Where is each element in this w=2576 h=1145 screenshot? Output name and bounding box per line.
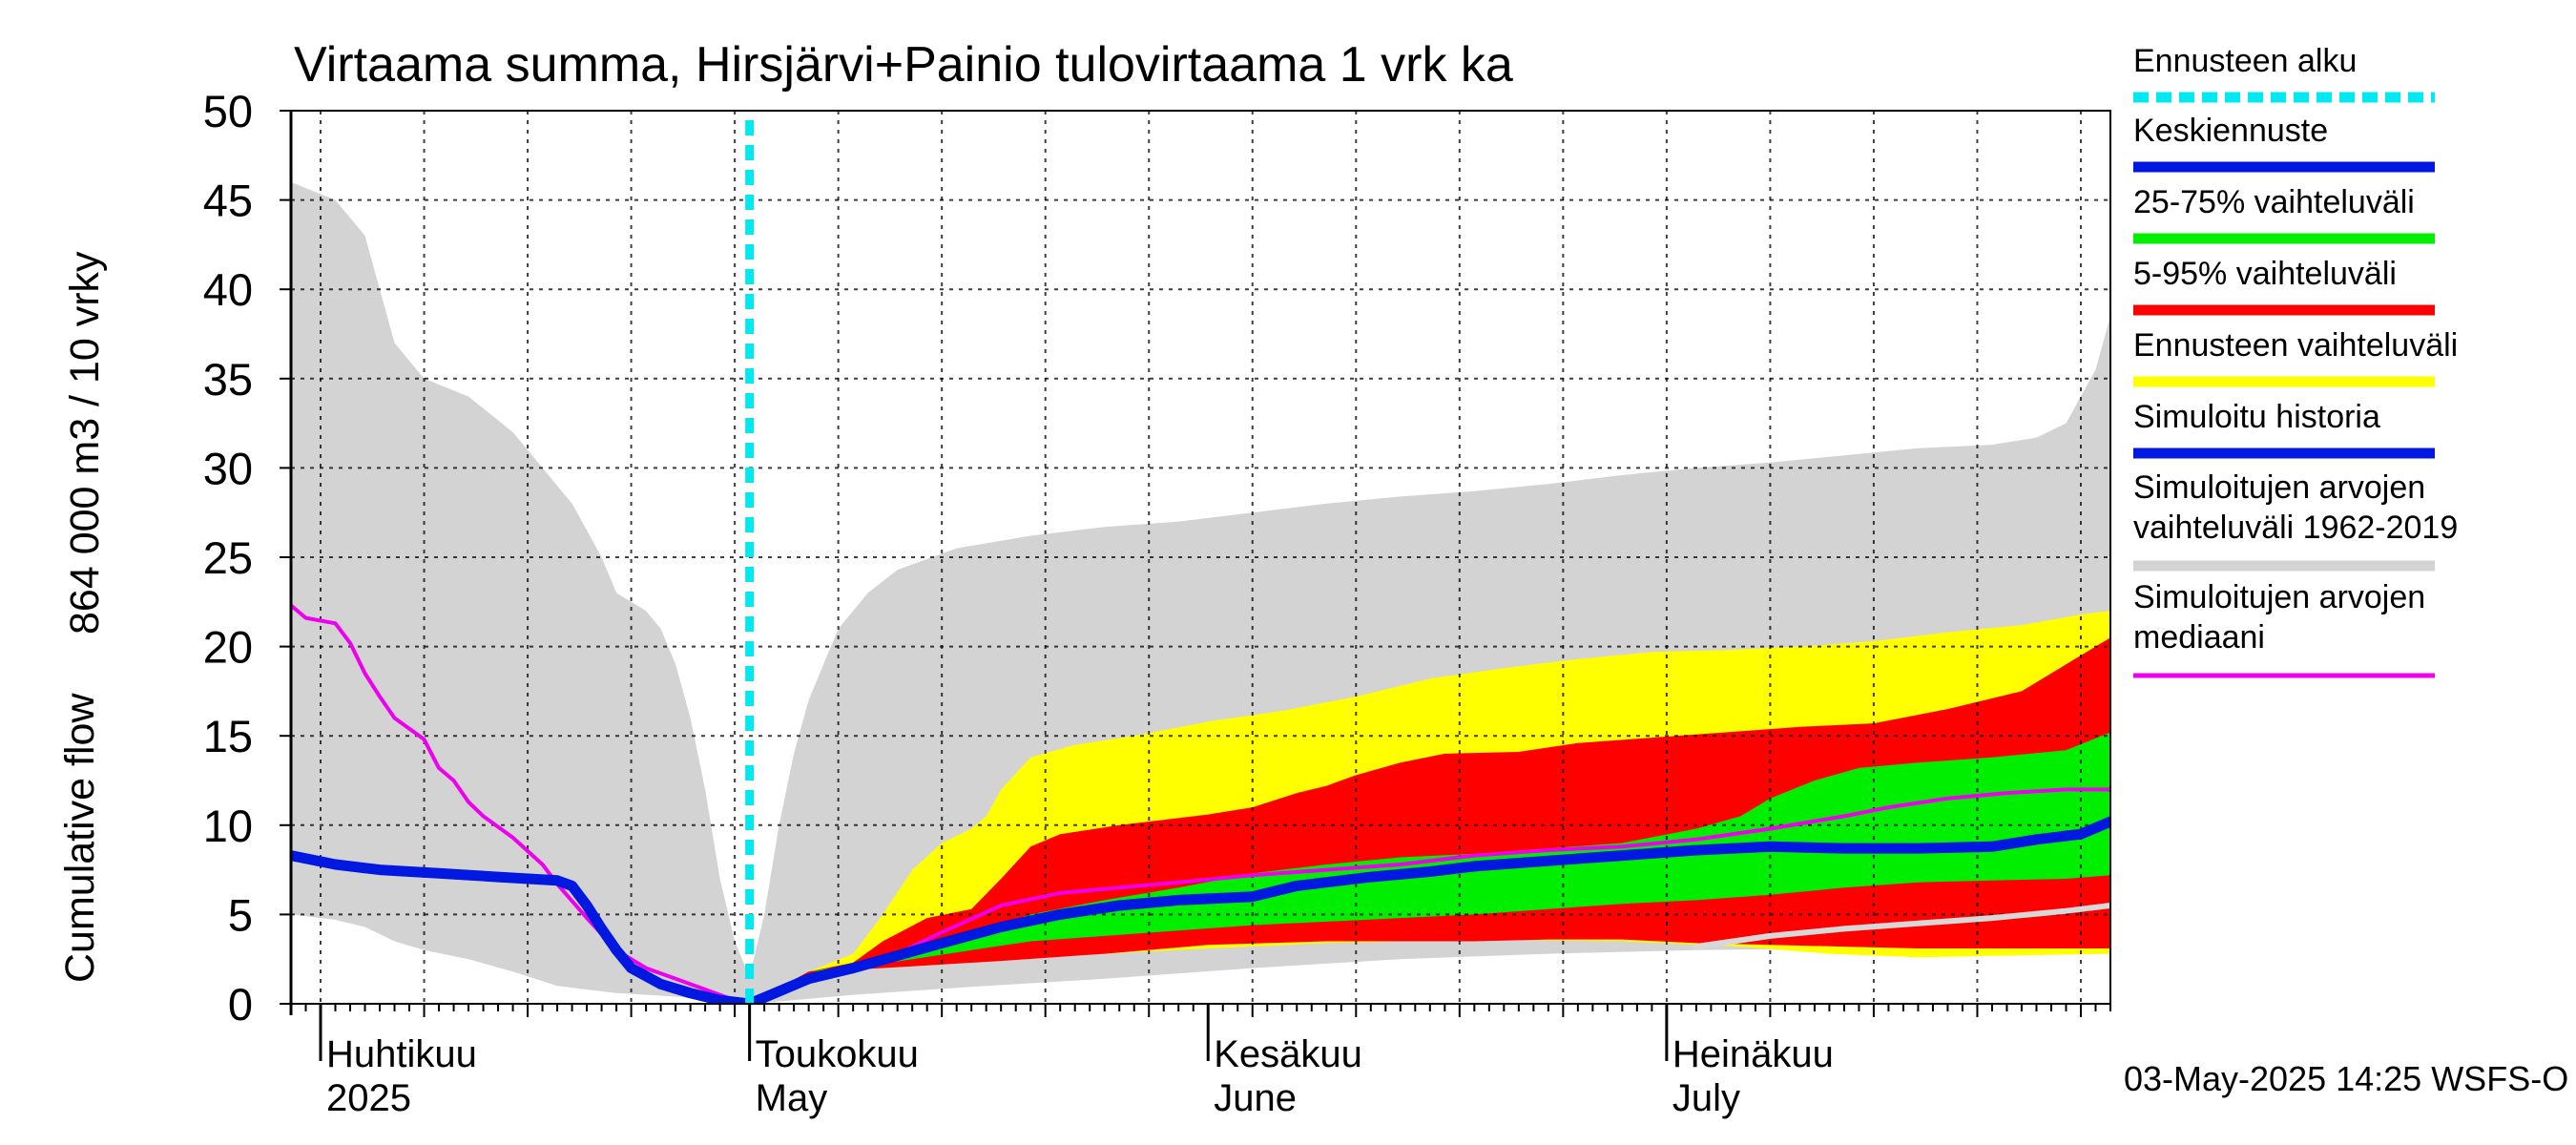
y-tick-label: 35 (203, 354, 253, 405)
y-tick-label: 20 (203, 622, 253, 673)
y-tick-label: 30 (203, 443, 253, 493)
legend-label-line2: vaihteluväli 1962-2019 (2133, 510, 2458, 546)
y-tick-label: 25 (203, 532, 253, 583)
legend-label-line2: mediaani (2133, 619, 2265, 656)
lines-layer (291, 120, 2110, 1004)
line-simuloitu-historia-upper-trend (1693, 903, 2110, 950)
y-axis-label-top: 864 000 m3 / 10 vrky (62, 251, 108, 635)
chart-title: Virtaama summa, Hirsjärvi+Painio tulovir… (294, 37, 1513, 93)
month-label-fi: Heinäkuu (1672, 1033, 1834, 1075)
y-tick-label: 50 (203, 86, 253, 136)
gridlines (291, 111, 2110, 1004)
legend-label: 25-75% vaihteluväli (2133, 184, 2415, 220)
legend-label: Ennusteen alku (2133, 43, 2357, 79)
legend-label: Ennusteen vaihteluväli (2133, 327, 2458, 364)
y-axis-label-bottom: Cumulative flow (57, 693, 103, 983)
legend-label: Keskiennuste (2133, 113, 2328, 149)
month-label-en: June (1214, 1077, 1297, 1119)
legend-label: 5-95% vaihteluväli (2133, 256, 2397, 292)
month-label-fi: Kesäkuu (1214, 1033, 1362, 1075)
month-label-en: May (756, 1077, 828, 1119)
y-tick-label: 40 (203, 264, 253, 315)
line-keskiennuste (744, 816, 2110, 1004)
month-label-fi: Toukokuu (756, 1033, 919, 1075)
y-tick-label: 15 (203, 711, 253, 761)
month-label-fi: Huhtikuu (326, 1033, 477, 1075)
legend-label: Simuloitujen arvojen (2133, 579, 2425, 615)
y-tick-label: 0 (228, 979, 253, 1030)
month-label-en: July (1672, 1077, 1740, 1119)
y-tick-label: 10 (203, 801, 253, 851)
legend-label: Simuloitujen arvojen (2133, 469, 2425, 506)
month-label-en: 2025 (326, 1077, 411, 1119)
line-simuloitu-historia (291, 850, 756, 1004)
legend: Ennusteen alku Keskiennuste 25-75% vaihtel… (2133, 43, 2458, 678)
labels-layer: Virtaama summa, Hirsjärvi+Painio tulovir… (57, 37, 2568, 1119)
axes (280, 110, 2111, 1061)
legend-label: Simuloitu historia (2133, 399, 2380, 435)
timestamp: 03-May-2025 14:25 WSFS-O (2124, 1059, 2568, 1098)
y-tick-label: 5 (228, 889, 253, 940)
y-tick-label: 45 (203, 176, 253, 226)
